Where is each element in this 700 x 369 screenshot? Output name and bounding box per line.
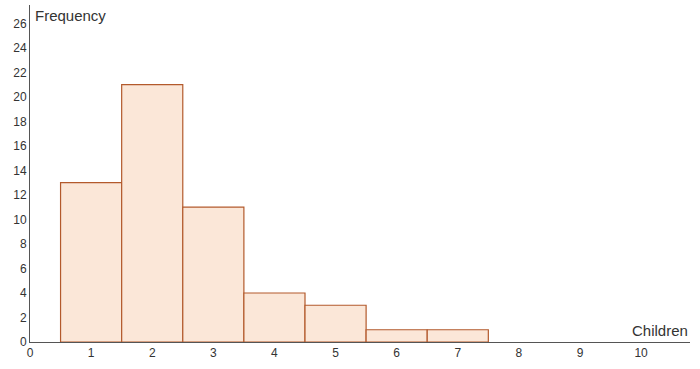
svg-text:12: 12	[13, 188, 27, 202]
svg-text:Children: Children	[632, 322, 688, 339]
svg-text:24: 24	[13, 41, 27, 55]
svg-text:10: 10	[634, 346, 648, 360]
svg-text:10: 10	[13, 213, 27, 227]
svg-text:8: 8	[20, 237, 27, 251]
svg-text:16: 16	[13, 139, 27, 153]
svg-text:1: 1	[88, 346, 95, 360]
svg-text:14: 14	[13, 164, 27, 178]
svg-text:22: 22	[13, 66, 27, 80]
svg-text:2: 2	[149, 346, 156, 360]
svg-text:8: 8	[516, 346, 523, 360]
svg-text:0: 0	[27, 346, 34, 360]
svg-text:5: 5	[332, 346, 339, 360]
svg-text:20: 20	[13, 90, 27, 104]
svg-text:3: 3	[210, 346, 217, 360]
svg-text:26: 26	[13, 17, 27, 31]
svg-text:7: 7	[454, 346, 461, 360]
svg-text:0: 0	[20, 335, 27, 349]
svg-text:4: 4	[20, 286, 27, 300]
svg-text:6: 6	[393, 346, 400, 360]
svg-text:Frequency: Frequency	[35, 7, 106, 24]
svg-text:18: 18	[13, 115, 27, 129]
svg-text:2: 2	[20, 311, 27, 325]
svg-text:4: 4	[271, 346, 278, 360]
svg-text:9: 9	[577, 346, 584, 360]
svg-text:6: 6	[20, 262, 27, 276]
